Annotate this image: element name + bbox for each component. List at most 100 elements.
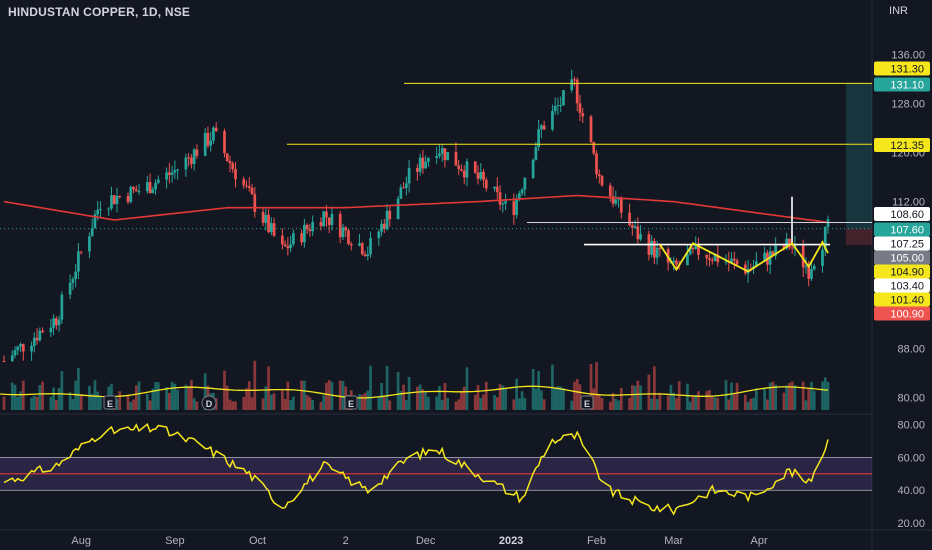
candle-body bbox=[658, 247, 662, 249]
candle-body bbox=[325, 211, 328, 218]
volume-bar bbox=[749, 398, 753, 410]
volume-bar bbox=[416, 386, 419, 410]
volume-bar bbox=[176, 389, 179, 410]
volume-bar bbox=[669, 384, 673, 410]
price-badge: 101.40 bbox=[874, 292, 930, 307]
candle-body bbox=[600, 176, 604, 186]
candle-body bbox=[636, 226, 640, 240]
candle-body bbox=[826, 219, 830, 227]
volume-bar bbox=[319, 401, 323, 410]
volume-bar bbox=[708, 390, 711, 410]
volume-bar bbox=[573, 381, 576, 410]
volume-bar bbox=[617, 400, 620, 410]
candle-body bbox=[694, 243, 698, 250]
volume-bar bbox=[52, 387, 55, 410]
candle-body bbox=[225, 153, 229, 162]
volume-bar bbox=[686, 383, 689, 410]
volume-bar bbox=[647, 374, 651, 410]
candle-body bbox=[440, 148, 444, 154]
candle-body bbox=[165, 172, 168, 180]
rsi-tick: 20.00 bbox=[897, 518, 925, 530]
candle-body bbox=[366, 254, 370, 256]
price-badge-bg bbox=[874, 207, 930, 221]
candle-body bbox=[688, 247, 692, 255]
volume-bar bbox=[730, 382, 733, 410]
candle-body bbox=[30, 345, 33, 352]
volume-bar bbox=[763, 388, 766, 410]
candle-body bbox=[369, 238, 372, 255]
volume-bar bbox=[743, 394, 747, 410]
volume-bar bbox=[823, 377, 827, 410]
volume-bar bbox=[666, 395, 670, 410]
candle-body bbox=[16, 346, 20, 351]
volume-bar bbox=[653, 366, 656, 410]
volume-bar bbox=[137, 381, 141, 410]
volume-bar bbox=[234, 401, 237, 410]
event-marker-4: E bbox=[580, 395, 594, 410]
volume-bar bbox=[443, 382, 447, 410]
volume-bar bbox=[330, 381, 334, 410]
candle-body bbox=[292, 233, 295, 245]
candle-body bbox=[151, 189, 155, 194]
volume-bar bbox=[203, 373, 207, 410]
candle-body bbox=[460, 169, 463, 171]
volume-bar bbox=[788, 382, 791, 410]
candle-body bbox=[705, 254, 709, 259]
head-and-shoulders-pattern bbox=[659, 240, 829, 273]
price-badge-label: 103.40 bbox=[890, 281, 924, 293]
symbol-title[interactable]: HINDUSTAN COPPER, 1D, NSE bbox=[8, 5, 191, 19]
candle-body bbox=[35, 337, 39, 341]
candle-body bbox=[148, 182, 152, 194]
volume-bar bbox=[520, 391, 524, 410]
candle-body bbox=[305, 224, 309, 230]
candle-body bbox=[93, 214, 97, 229]
volume-bar bbox=[79, 394, 83, 410]
volume-bar bbox=[592, 388, 596, 410]
candle-body bbox=[788, 238, 791, 248]
volume-bar bbox=[286, 381, 290, 410]
candle-body bbox=[347, 230, 350, 245]
candle-body bbox=[691, 247, 695, 250]
price-badge-bg bbox=[874, 61, 930, 76]
candle-body bbox=[732, 258, 736, 261]
candle-body bbox=[435, 156, 439, 158]
volume-bar bbox=[614, 398, 618, 410]
candle-body bbox=[322, 211, 326, 227]
time-axis-label: Oct bbox=[249, 535, 266, 547]
candle-body bbox=[735, 260, 739, 265]
candle-body bbox=[710, 259, 714, 261]
candle-body bbox=[250, 187, 254, 195]
volume-bar bbox=[283, 398, 287, 410]
volume-bar bbox=[675, 398, 678, 410]
volume-bar bbox=[454, 401, 458, 410]
volume-bar bbox=[755, 388, 758, 410]
volume-bar bbox=[504, 388, 507, 410]
candle-body bbox=[446, 152, 450, 161]
candle-body bbox=[212, 127, 215, 141]
volume-bars bbox=[2, 360, 830, 410]
volume-bar bbox=[810, 382, 813, 410]
currency-label[interactable]: INR bbox=[889, 5, 908, 17]
candle-body bbox=[168, 172, 171, 175]
candle-body bbox=[137, 191, 141, 193]
candle-body bbox=[396, 198, 400, 220]
price-tick: 136.00 bbox=[891, 50, 925, 62]
time-axis-label: Mar bbox=[664, 535, 683, 547]
candle-body bbox=[10, 355, 14, 362]
volume-bar bbox=[187, 386, 190, 410]
volume-bar bbox=[322, 395, 326, 410]
volume-bar bbox=[151, 388, 155, 410]
candle-body bbox=[675, 260, 678, 265]
time-axis-label: Sep bbox=[165, 535, 185, 547]
price-tick: 88.00 bbox=[897, 344, 925, 356]
volume-bar bbox=[694, 395, 698, 410]
candle-body bbox=[358, 243, 361, 246]
candle-body bbox=[653, 240, 656, 258]
volume-bar bbox=[495, 397, 499, 410]
candle-body bbox=[195, 149, 199, 156]
price-badge: 104.90 bbox=[874, 264, 930, 279]
price-badge-label: 105.00 bbox=[890, 253, 924, 265]
volume-bar bbox=[242, 396, 246, 410]
long-position-target-zone bbox=[846, 83, 872, 229]
